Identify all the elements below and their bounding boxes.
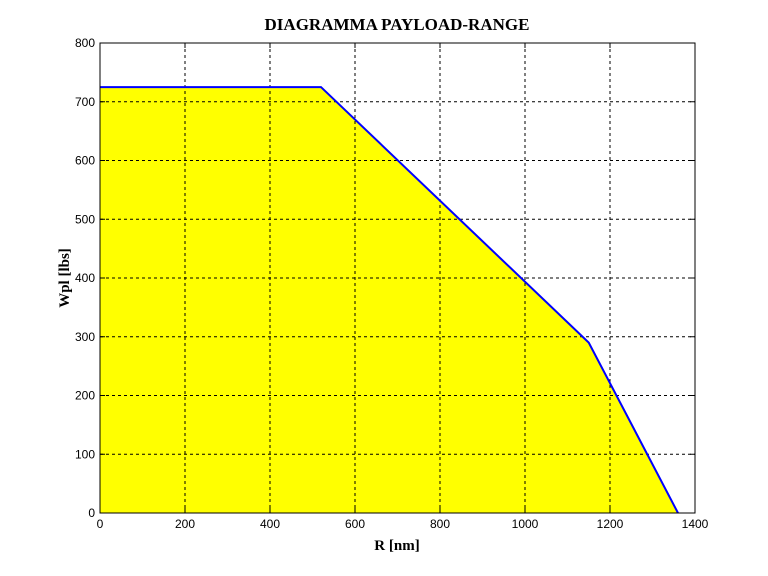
chart-title: DIAGRAMMA PAYLOAD-RANGE <box>265 15 530 34</box>
y-tick-label: 600 <box>75 154 95 168</box>
x-tick-label: 0 <box>97 517 104 531</box>
series-area-fill <box>100 87 678 513</box>
y-tick-label: 300 <box>75 330 95 344</box>
x-tick-label: 1200 <box>597 517 624 531</box>
y-tick-label: 500 <box>75 212 95 226</box>
x-tick-label: 400 <box>260 517 280 531</box>
y-axis-label: Wpl [lbs] <box>57 248 73 308</box>
x-tick-label: 200 <box>175 517 195 531</box>
plot-area: 0 200 400 600 800 1000 1200 1400 0 100 200 300 400 50… <box>75 36 709 531</box>
x-tick-label: 1000 <box>512 517 539 531</box>
y-tick-label: 100 <box>75 447 95 461</box>
x-tick-label: 1400 <box>682 517 709 531</box>
y-tick-label: 0 <box>88 506 95 520</box>
series-line <box>100 86 679 514</box>
x-tick-label: 600 <box>345 517 365 531</box>
y-tick-label: 800 <box>75 36 95 50</box>
y-tick-label: 700 <box>75 95 95 109</box>
y-tick-label: 200 <box>75 389 95 403</box>
x-tick-label: 800 <box>430 517 450 531</box>
x-axis-label: R [nm] <box>374 538 419 554</box>
y-tick-label: 400 <box>75 271 95 285</box>
